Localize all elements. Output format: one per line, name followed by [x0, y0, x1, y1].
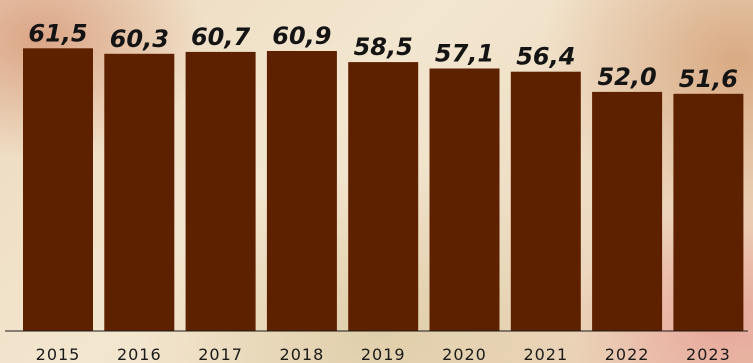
- bars-group: [23, 48, 744, 332]
- value-label-2018: 60,9: [272, 22, 331, 50]
- value-label-2019: 58,5: [354, 33, 413, 61]
- bar-2022: [592, 91, 663, 332]
- x-tick-label-2021: 2021: [523, 345, 568, 363]
- value-labels-group: 61,5 60,3 60,7 60,9 58,5 57,1 56,4 52,0 51,6: [28, 19, 738, 93]
- x-tick-label-2023: 2023: [686, 345, 731, 363]
- x-tick-label-2019: 2019: [361, 345, 406, 363]
- value-label-2020: 57,1: [435, 40, 494, 68]
- x-tick-label-2016: 2016: [117, 345, 162, 363]
- value-label-2023: 51,6: [679, 65, 738, 93]
- x-tick-label-2022: 2022: [605, 345, 650, 363]
- x-tick-label-2020: 2020: [442, 345, 487, 363]
- value-label-2017: 60,7: [191, 23, 251, 51]
- x-tick-label-2017: 2017: [198, 345, 243, 363]
- bar-2020: [429, 68, 500, 331]
- x-tick-label-2018: 2018: [280, 345, 325, 363]
- bar-2016: [104, 53, 175, 332]
- bar-2018: [266, 51, 337, 331]
- value-label-2022: 52,0: [597, 63, 656, 91]
- bar-2019: [348, 62, 419, 331]
- x-tick-label-2015: 2015: [36, 345, 81, 363]
- bar-2023: [673, 93, 744, 331]
- bar-2021: [510, 71, 581, 331]
- value-label-2015: 61,5: [28, 19, 87, 47]
- value-label-2021: 56,4: [516, 43, 575, 71]
- value-label-2016: 60,3: [110, 25, 169, 53]
- x-tick-labels-group: 2015 2016 2017 2018 2019 2020 2021 2022 2023: [36, 345, 731, 363]
- bar-2015: [23, 48, 93, 332]
- bar-2017: [185, 51, 256, 332]
